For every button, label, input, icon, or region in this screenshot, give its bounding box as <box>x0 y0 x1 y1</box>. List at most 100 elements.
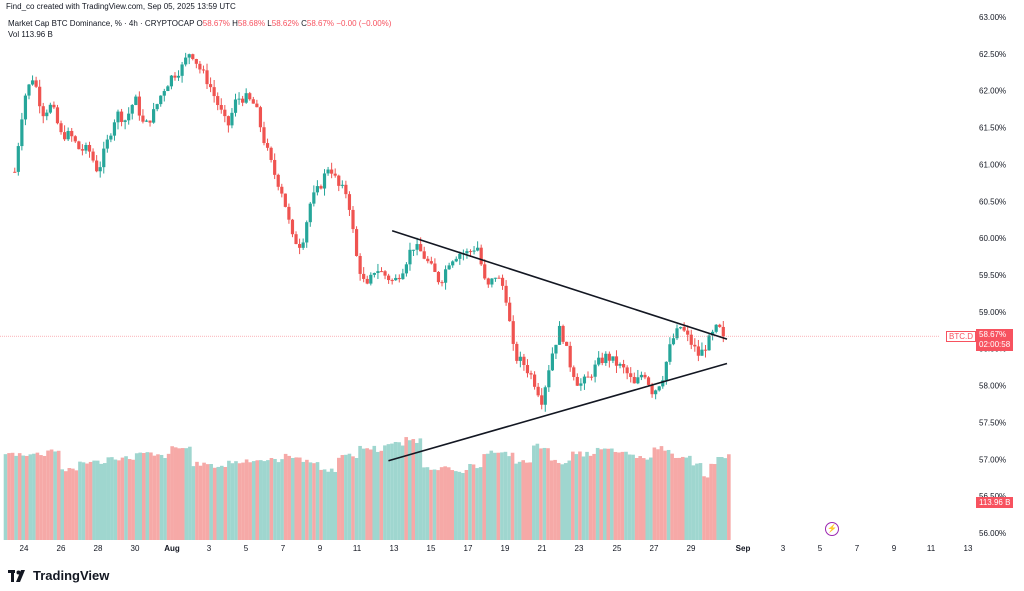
volume-bar <box>92 460 96 540</box>
volume-bar <box>78 461 82 540</box>
price-axis: 63.00% 62.50% 62.00% 61.50% 61.00% 60.50% 60.0… <box>979 13 1006 538</box>
volume-bar <box>727 454 731 540</box>
candle-body <box>287 206 291 220</box>
candle-body <box>525 364 530 374</box>
candle-body <box>664 361 668 381</box>
change-value: −0.00 (−0.00%) <box>336 19 392 28</box>
candle-body <box>636 377 640 384</box>
volume-bar <box>556 462 561 540</box>
volume-bar <box>514 463 518 540</box>
low-value: 58.62% <box>271 19 299 28</box>
volume-bar <box>63 471 68 540</box>
candle-body <box>34 80 38 87</box>
volume-bar <box>99 463 104 540</box>
candle-body <box>102 148 106 168</box>
volume-bar <box>407 440 412 540</box>
volume-bar <box>209 464 213 540</box>
volume-bar <box>592 453 596 540</box>
x-tick-label: 30 <box>131 544 140 553</box>
volume-bar <box>716 457 721 540</box>
candle-body <box>73 136 77 142</box>
candle-body <box>354 229 359 256</box>
candle-body <box>693 344 697 347</box>
volume-bar <box>134 453 139 540</box>
volume-bar <box>60 469 65 540</box>
volume-legend: Vol 113.96 B <box>8 30 53 39</box>
y-tick-label: 59.00% <box>979 308 1006 317</box>
trendline-upper[interactable] <box>391 230 728 340</box>
volume-bar <box>280 459 284 540</box>
candle-body <box>105 139 109 149</box>
candle-body <box>622 363 626 368</box>
volume-bar <box>670 453 674 540</box>
x-tick-label: 3 <box>781 544 786 553</box>
candle-body <box>116 111 120 123</box>
candle-body <box>308 203 312 223</box>
volume-bar <box>10 452 15 540</box>
candle-body <box>483 264 487 279</box>
volume-bar <box>259 460 263 540</box>
volume-bar <box>383 445 387 540</box>
candle-body <box>643 374 647 378</box>
volume-bar <box>188 446 192 540</box>
trendline-lower[interactable] <box>388 362 728 462</box>
x-tick-label: 28 <box>94 544 103 553</box>
volume-bar <box>56 450 61 540</box>
volume-bar <box>712 464 717 540</box>
candle-body <box>458 253 462 259</box>
candle-body <box>30 80 35 85</box>
flash-icon[interactable]: ⚡ <box>825 522 839 536</box>
volume-bar <box>638 456 643 540</box>
candle-body <box>351 209 355 230</box>
candle-body <box>497 277 501 279</box>
volume-bar <box>88 461 93 540</box>
candle-body <box>436 271 441 283</box>
candle-body <box>504 285 508 303</box>
candle-body <box>322 173 327 189</box>
tradingview-icon <box>8 569 28 582</box>
volume-bar <box>205 464 210 540</box>
volume-bar <box>180 448 185 540</box>
volume-bar <box>212 467 217 540</box>
x-tick-label: 13 <box>964 544 973 553</box>
candle-body <box>159 95 163 105</box>
volume-bar <box>3 454 8 540</box>
candle-body <box>330 169 334 174</box>
candle-body <box>123 120 127 122</box>
volume-bar <box>53 451 57 540</box>
candle-body <box>611 356 615 361</box>
x-tick-label: 11 <box>353 544 362 553</box>
candle-body <box>703 349 708 351</box>
volume-bar <box>400 445 405 540</box>
volume-bar <box>443 466 447 540</box>
volume-bar <box>120 457 125 540</box>
candle-body <box>166 86 170 92</box>
volume-bar <box>198 465 203 540</box>
close-label: C <box>301 19 307 28</box>
candle-body <box>80 149 85 151</box>
volume-bar <box>503 451 508 540</box>
symbol-title[interactable]: Market Cap BTC Dominance, % · 4h · CRYPT… <box>8 19 195 28</box>
candle-body <box>650 384 654 395</box>
volume-bar <box>14 455 18 540</box>
volume-bar <box>202 462 206 540</box>
candle-body <box>130 104 134 114</box>
candle-body <box>148 120 152 123</box>
volume-bar <box>432 469 437 540</box>
volume-bar <box>719 457 724 540</box>
volume-bar <box>475 468 479 540</box>
volume-bar <box>110 457 114 540</box>
last-price-tag: 58.67% 02:00:58 <box>976 329 1014 351</box>
volume-bar <box>585 451 589 540</box>
volume-bar <box>450 470 455 540</box>
candle-body <box>589 376 594 378</box>
open-value: 58.67% <box>202 19 230 28</box>
candle-body <box>572 367 576 377</box>
volume-bar <box>617 452 621 540</box>
candle-body <box>422 251 426 259</box>
candle-body <box>244 93 248 103</box>
candle-body <box>276 174 280 187</box>
volume-bar <box>46 450 50 540</box>
candle-body <box>472 250 476 252</box>
